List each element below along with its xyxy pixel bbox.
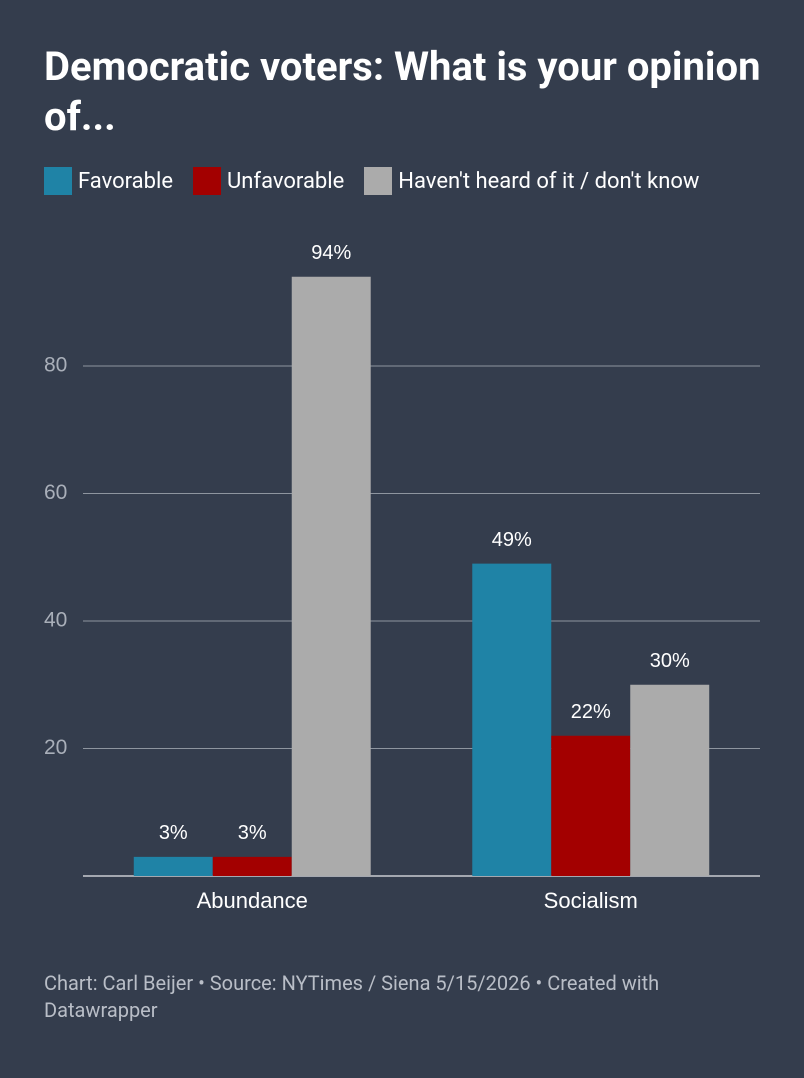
value-label: 3% (159, 822, 188, 844)
legend-item: Haven't heard of it / don't know (364, 167, 699, 195)
bar (133, 856, 213, 876)
chart-title: Democratic voters: What is your opinion … (44, 43, 761, 140)
y-tick-label: 80 (44, 354, 67, 377)
y-tick-label: 20 (44, 736, 67, 759)
value-label: 94% (311, 242, 351, 264)
value-label: 49% (492, 529, 532, 551)
footer: Chart: Carl Beijer • Source: NYTimes / S… (44, 971, 660, 1022)
legend-swatch (364, 167, 393, 195)
legend-label: Favorable (78, 168, 174, 194)
legend-label: Haven't heard of it / don't know (398, 168, 700, 194)
bar (212, 856, 292, 876)
bar (630, 684, 710, 876)
chart: 20 40 60 80 Abundance 3% 3% 94% Socialism 49% 22% 3… (44, 242, 760, 913)
x-tick-label: Abundance (197, 888, 308, 913)
y-tick-label: 40 (44, 609, 67, 632)
legend-item: Unfavorable (193, 167, 344, 195)
legend-swatch (193, 167, 222, 195)
legend-swatch (44, 167, 72, 195)
bar (472, 563, 552, 876)
y-tick-label: 60 (44, 481, 67, 504)
legend-item: Favorable (44, 167, 173, 195)
bar (551, 735, 631, 876)
value-label: 22% (571, 701, 611, 723)
value-label: 30% (650, 650, 690, 672)
x-tick-label: Socialism (544, 888, 638, 913)
legend-label: Unfavorable (227, 168, 345, 194)
legend: Favorable Unfavorable Haven't heard of it … (44, 167, 699, 195)
value-label: 3% (238, 822, 267, 844)
bar (291, 276, 371, 876)
